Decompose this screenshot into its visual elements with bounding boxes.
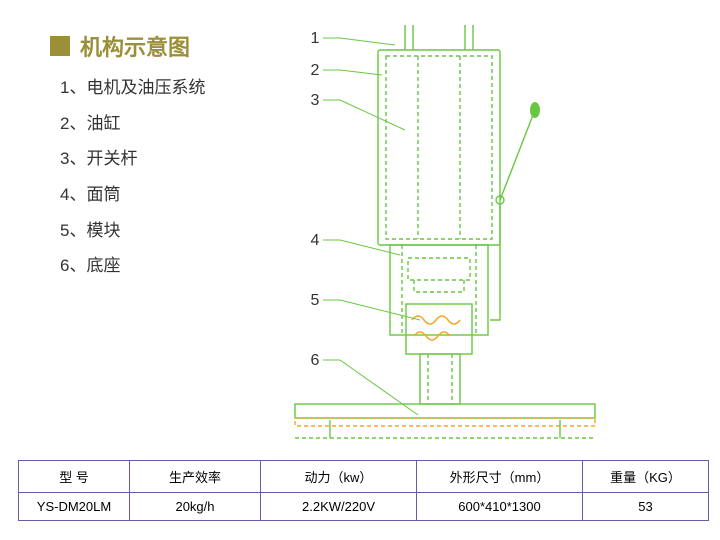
table-header: 动力（kw） (261, 461, 417, 493)
title-block: 机构示意图 (50, 30, 190, 62)
square-bullet-icon (50, 36, 70, 56)
mechanism-diagram: 1 2 3 4 5 6 (290, 20, 670, 450)
table-header: 生产效率 (130, 461, 261, 493)
callout-number: 5 (311, 292, 320, 309)
table-header: 外形尺寸（mm） (417, 461, 583, 493)
legend-item: 5、模块 (60, 213, 205, 249)
callout-number: 6 (311, 352, 320, 369)
legend-item: 1、电机及油压系统 (60, 70, 205, 106)
diagram-title: 机构示意图 (80, 30, 190, 62)
table-header: 重量（KG） (583, 461, 709, 493)
legend-list: 1、电机及油压系统2、油缸3、开关杆4、面筒5、模块6、底座 (60, 70, 205, 284)
legend-item: 3、开关杆 (60, 141, 205, 177)
table-header-row: 型 号生产效率动力（kw）外形尺寸（mm）重量（KG） (19, 461, 709, 493)
callout-number: 2 (311, 62, 320, 79)
table-header: 型 号 (19, 461, 130, 493)
table-cell: 2.2KW/220V (261, 493, 417, 521)
callout-number: 4 (311, 232, 320, 249)
legend-item: 2、油缸 (60, 106, 205, 142)
spec-table: 型 号生产效率动力（kw）外形尺寸（mm）重量（KG） YS-DM20LM20k… (18, 460, 709, 521)
callout-number: 1 (311, 30, 320, 47)
table-cell: YS-DM20LM (19, 493, 130, 521)
table-cell: 53 (583, 493, 709, 521)
table-cell: 20kg/h (130, 493, 261, 521)
callout-number: 3 (311, 92, 320, 109)
legend-item: 6、底座 (60, 248, 205, 284)
table-cell: 600*410*1300 (417, 493, 583, 521)
legend-item: 4、面筒 (60, 177, 205, 213)
table-row: YS-DM20LM20kg/h2.2KW/220V600*410*130053 (19, 493, 709, 521)
